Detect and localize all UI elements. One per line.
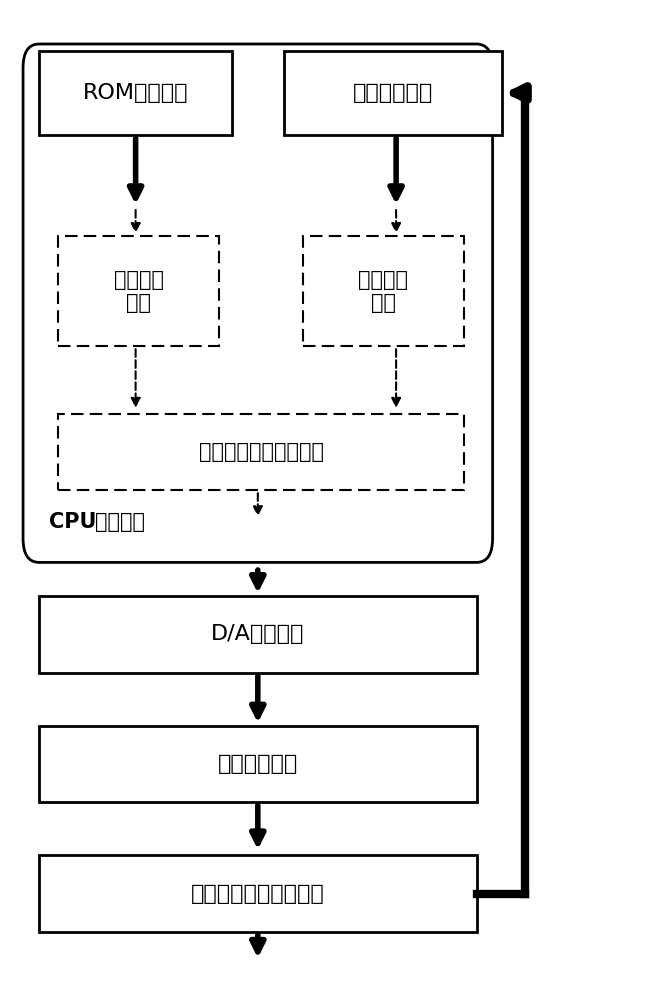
Bar — [58, 414, 464, 490]
Text: 主控模块: 主控模块 — [95, 512, 145, 532]
Text: CPU: CPU — [49, 512, 96, 532]
Text: 放大驱动模块: 放大驱动模块 — [218, 754, 298, 774]
Text: 比较、计算、处理单元: 比较、计算、处理单元 — [198, 442, 324, 462]
Bar — [39, 855, 476, 932]
Text: ROM存储模块: ROM存储模块 — [83, 83, 188, 103]
Text: D/A转换模块: D/A转换模块 — [211, 624, 304, 644]
Bar — [283, 51, 502, 135]
Text: 红外辐射特性器件阵列: 红外辐射特性器件阵列 — [191, 884, 325, 904]
Bar — [303, 236, 464, 346]
Bar — [58, 236, 219, 346]
Text: 当前时刻
参数: 当前时刻 参数 — [358, 270, 408, 313]
Bar — [39, 726, 476, 802]
Text: 温度反馈模块: 温度反馈模块 — [353, 83, 433, 103]
Bar — [39, 596, 476, 673]
Bar — [39, 51, 232, 135]
FancyBboxPatch shape — [23, 44, 492, 562]
Text: 下一时刻
参数: 下一时刻 参数 — [114, 270, 164, 313]
